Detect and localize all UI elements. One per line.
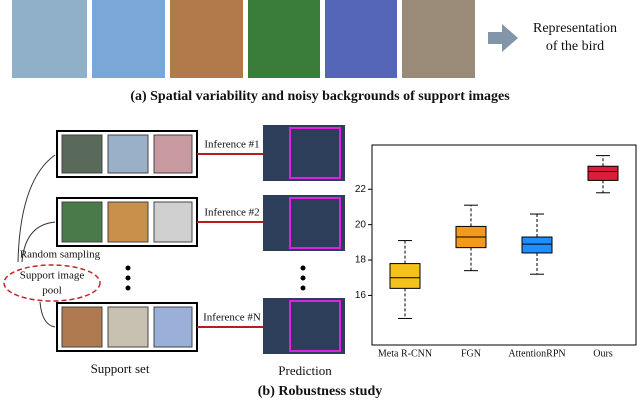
image xyxy=(402,0,475,78)
caption: (a) Spatial variability and noisy backgr… xyxy=(130,89,510,104)
y-tick-label: 22 xyxy=(355,184,367,195)
box xyxy=(521,236,553,254)
y-tick-label: 20 xyxy=(355,219,367,230)
plot-frame xyxy=(371,144,637,346)
x-tick-label: Meta R-CNN xyxy=(378,348,432,359)
pool-ellipse xyxy=(3,264,101,302)
y-tick-label: 16 xyxy=(355,290,367,301)
box xyxy=(389,263,421,289)
image xyxy=(12,0,87,78)
image xyxy=(248,0,320,78)
box xyxy=(587,165,619,181)
random-sampling-label: Random sampling xyxy=(20,249,101,261)
support-images xyxy=(61,134,193,348)
y-tick-label: 18 xyxy=(355,255,367,266)
image xyxy=(92,0,165,78)
caption: (b) Robustness study xyxy=(258,384,382,399)
inference-label: Inference #N xyxy=(203,312,261,324)
support-set-label: Support set xyxy=(91,361,150,376)
connectors xyxy=(197,153,263,328)
representation-label: of the bird xyxy=(546,39,604,54)
representation-label: Representation xyxy=(533,21,617,36)
x-tick-label: AttentionRPN xyxy=(508,348,565,359)
inference-label: Inference #1 xyxy=(204,139,259,151)
inference-label: Inference #2 xyxy=(204,207,259,219)
arrow xyxy=(488,24,518,52)
pool-label: pool xyxy=(42,285,62,297)
box-chart: 16 18 20 22 Meta R-CNN FGN AttentionRPN Ours xyxy=(355,155,619,359)
x-tick-label: Ours xyxy=(593,348,613,359)
prediction-label: Prediction xyxy=(278,363,332,378)
ellipsis-dots xyxy=(125,265,306,291)
x-tick-label: FGN xyxy=(461,348,481,359)
image xyxy=(170,0,243,78)
sampling-arrows xyxy=(17,154,56,328)
bird-images xyxy=(12,0,475,78)
pool-label: Support image xyxy=(20,270,85,282)
prediction-images xyxy=(263,125,345,354)
image xyxy=(325,0,397,78)
